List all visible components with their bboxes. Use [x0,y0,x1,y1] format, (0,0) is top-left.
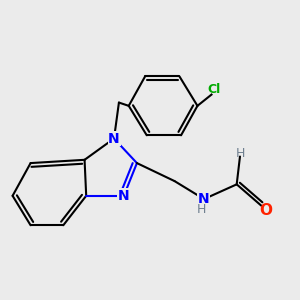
Text: N: N [198,192,210,206]
Text: Cl: Cl [208,83,221,96]
Text: N: N [118,189,130,203]
Text: O: O [260,203,273,218]
Text: N: N [108,131,120,146]
Text: H: H [235,147,245,160]
Text: H: H [197,203,206,216]
